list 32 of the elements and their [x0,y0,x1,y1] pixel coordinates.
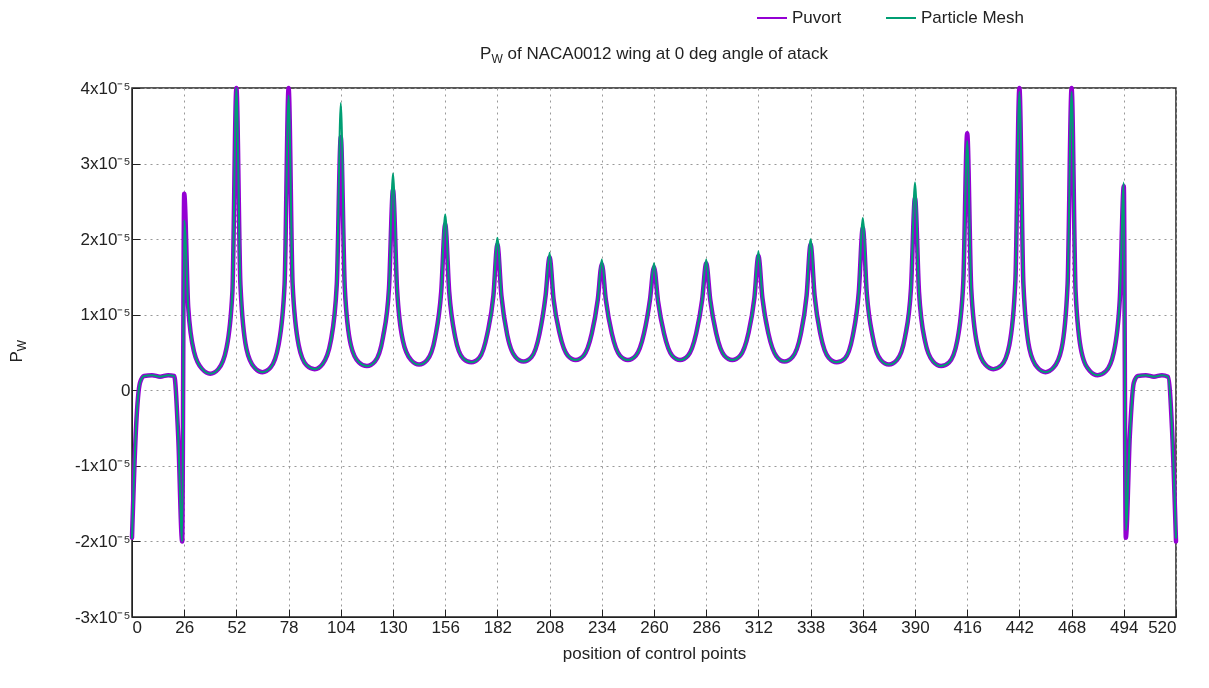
y-tick-label: 3x10⁻⁵ [80,154,131,174]
y-tick-label: -2x10⁻⁵ [74,531,131,551]
y-tick-label: 2x10⁻⁵ [80,229,131,249]
x-tick-label: 26 [175,617,195,637]
x-tick-label: 182 [483,617,513,637]
x-tick-label: 52 [227,617,247,637]
x-tick-label: 442 [1005,617,1035,637]
x-axis-title: position of control points [562,643,747,663]
x-tick-label: 104 [327,617,356,637]
x-tick-label: 130 [379,617,408,637]
x-tick-label: 364 [849,617,878,637]
legend-label: Puvort [792,8,842,27]
x-tick-label: 520 [1148,617,1177,637]
legend-label: Particle Mesh [921,8,1024,27]
x-tick-label: 494 [1110,617,1139,637]
x-tick-label: 234 [588,617,617,637]
y-tick-label: -3x10⁻⁵ [74,607,131,627]
x-tick-label: 312 [744,617,774,637]
y-tick-label: 1x10⁻⁵ [80,305,131,325]
y-tick-label: 4x10⁻⁵ [80,78,131,98]
x-tick-label: 208 [535,617,565,637]
x-tick-label: 78 [279,617,299,637]
chart-title: P$_{W}$ of NACA0012 wing at 0 deg angle of atack [479,44,829,67]
x-tick-label: 286 [692,617,721,637]
y-tick-label: 0 [121,380,131,400]
x-tick-label: 260 [640,617,669,637]
x-tick-label: 468 [1057,617,1087,637]
y-tick-label: -1x10⁻⁵ [74,456,131,476]
x-tick-label: 338 [796,617,826,637]
x-tick-label: 156 [431,617,460,637]
x-tick-label: 390 [901,617,930,637]
x-tick-label: 416 [953,617,982,637]
